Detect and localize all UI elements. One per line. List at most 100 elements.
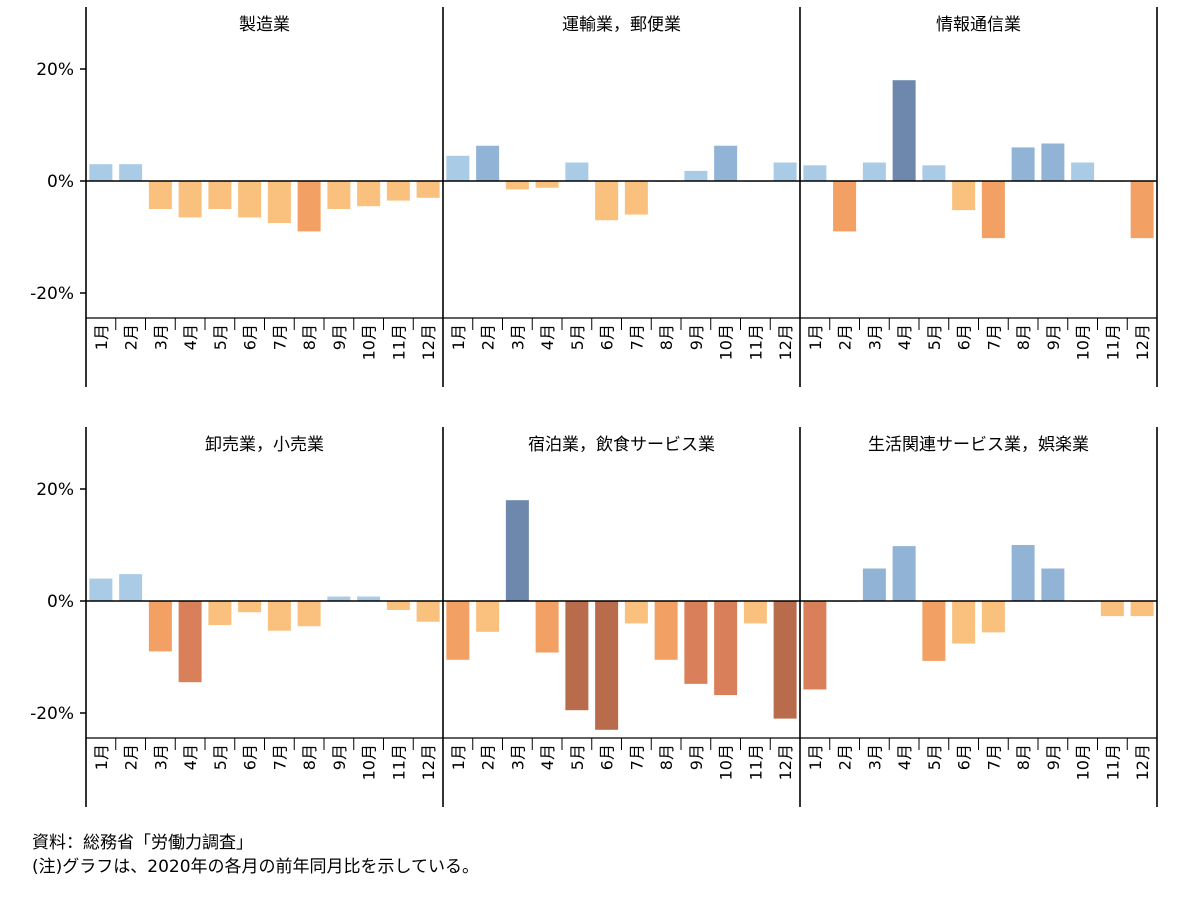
x-tick-label: 11月: [389, 744, 408, 780]
x-tick-label: 3月: [151, 744, 170, 770]
x-tick-label: 1月: [806, 744, 825, 770]
x-tick-label: 12月: [1133, 324, 1152, 360]
bar-3月: [505, 181, 529, 190]
y-axis-row-1: 20% 0% -20%: [30, 60, 86, 304]
x-tick-label: 11月: [1103, 744, 1122, 780]
x-tick-label: 11月: [1103, 324, 1122, 360]
x-tick-label: 1月: [806, 324, 825, 350]
x-tick-label: 6月: [955, 324, 974, 350]
bar-1月: [89, 164, 113, 181]
bar-9月: [327, 596, 351, 601]
x-tick-label: 8月: [1014, 744, 1033, 770]
x-tick-label: 11月: [746, 744, 765, 780]
bar-9月: [1041, 143, 1065, 181]
bar-9月: [684, 601, 708, 684]
bar-11月: [386, 601, 410, 610]
bar-4月: [892, 546, 916, 601]
x-tick-label: 2月: [122, 744, 141, 770]
bar-10月: [357, 596, 381, 601]
panel-6: 生活関連サービス業，娯楽業 1月 2月 3月 4月 5月 6月 7月 8月 9月 10月 11月 12月: [799, 427, 1158, 807]
bar-12月: [416, 181, 440, 198]
x-tick-label: 2月: [479, 324, 498, 350]
x-tick-label: 4月: [895, 744, 914, 770]
bar-2月: [119, 164, 143, 181]
bar-7月: [624, 601, 648, 624]
bar-4月: [892, 80, 916, 181]
x-tick-label: 8月: [300, 324, 319, 350]
bar-3月: [148, 181, 172, 209]
x-tick-label: 5月: [925, 324, 944, 350]
bar-4月: [178, 601, 202, 683]
bar-5月: [208, 181, 232, 209]
x-tick-label: 5月: [568, 324, 587, 350]
x-tick-label: 9月: [1044, 324, 1063, 350]
y-tick-label: 0%: [47, 172, 74, 192]
x-tick-label: 3月: [508, 324, 527, 350]
y-tick-label: -20%: [30, 704, 74, 724]
bar-8月: [1011, 147, 1035, 181]
x-tick-label: 8月: [300, 744, 319, 770]
x-tick-label: 11月: [746, 324, 765, 360]
bar-4月: [535, 181, 559, 188]
bar-7月: [981, 601, 1005, 633]
y-tick-label: 20%: [36, 60, 74, 80]
x-tick-label: 12月: [1133, 744, 1152, 780]
x-tick-label: 1月: [449, 324, 468, 350]
x-tick-label: 8月: [657, 324, 676, 350]
x-tick-label: 7月: [627, 324, 646, 350]
panel-5: 宿泊業，飲食サービス業 1月 2月 3月 4月 5月 6月 7月 8月 9月 10月 11月 12月: [442, 427, 800, 807]
bar-11月: [743, 601, 767, 624]
x-tick-label: 4月: [538, 744, 557, 770]
bar-5月: [922, 601, 946, 661]
bar-10月: [714, 145, 738, 181]
bar-10月: [1071, 162, 1095, 181]
bar-10月: [357, 181, 381, 207]
bar-6月: [952, 601, 976, 644]
x-tick-label: 10月: [717, 744, 736, 780]
x-tick-label: 10月: [717, 324, 736, 360]
bar-3月: [148, 601, 172, 652]
remark-note: (注)グラフは、2020年の各月の前年同月比を示している。: [32, 857, 480, 877]
bar-3月: [505, 500, 529, 601]
x-tick-label: 12月: [419, 744, 438, 780]
bar-4月: [535, 601, 559, 653]
x-tick-label: 1月: [92, 324, 111, 350]
bar-2月: [476, 601, 500, 632]
bar-6月: [238, 181, 262, 218]
bar-1月: [89, 578, 113, 601]
bar-3月: [862, 162, 886, 181]
x-tick-label: 3月: [151, 324, 170, 350]
x-tick-label: 1月: [449, 744, 468, 770]
x-tick-label: 10月: [1074, 744, 1093, 780]
panel-2: 運輸業，郵便業 1月 2月 3月 4月 5月 6月 7月 8月 9月 10月 11月 12月: [442, 7, 800, 387]
x-tick-label: 6月: [241, 744, 260, 770]
bar-10月: [714, 601, 738, 696]
x-tick-label: 7月: [270, 324, 289, 350]
y-tick-label: 0%: [47, 592, 74, 612]
x-tick-label: 4月: [181, 324, 200, 350]
x-tick-label: 3月: [865, 324, 884, 350]
bar-6月: [952, 181, 976, 211]
bar-12月: [1130, 181, 1154, 239]
x-tick-label: 9月: [1044, 744, 1063, 770]
source-note: 資料：総務省「労働力調査」: [32, 833, 253, 853]
bar-12月: [1130, 601, 1154, 617]
bar-6月: [238, 601, 262, 613]
x-tick-label: 12月: [776, 324, 795, 360]
bar-6月: [595, 601, 619, 730]
x-tick-label: 9月: [330, 324, 349, 350]
bar-7月: [981, 181, 1005, 239]
bar-1月: [446, 155, 470, 181]
panel-3: 情報通信業 1月 2月 3月 4月 5月 6月 7月 8月 9月 10月 11月 12月: [799, 7, 1158, 387]
y-tick-label: -20%: [30, 284, 74, 304]
panel-title: 製造業: [239, 15, 290, 35]
bar-2月: [119, 574, 143, 601]
x-tick-label: 7月: [984, 324, 1003, 350]
bar-9月: [327, 181, 351, 209]
bar-1月: [446, 601, 470, 660]
x-tick-label: 5月: [925, 744, 944, 770]
y-tick-label: 20%: [36, 480, 74, 500]
x-tick-label: 4月: [538, 324, 557, 350]
panel-title: 運輸業，郵便業: [562, 15, 681, 35]
panel-4: 卸売業，小売業 1月 2月 3月 4月 5月 6月 7月 8月 9月 10月 11月 12月: [85, 427, 443, 807]
